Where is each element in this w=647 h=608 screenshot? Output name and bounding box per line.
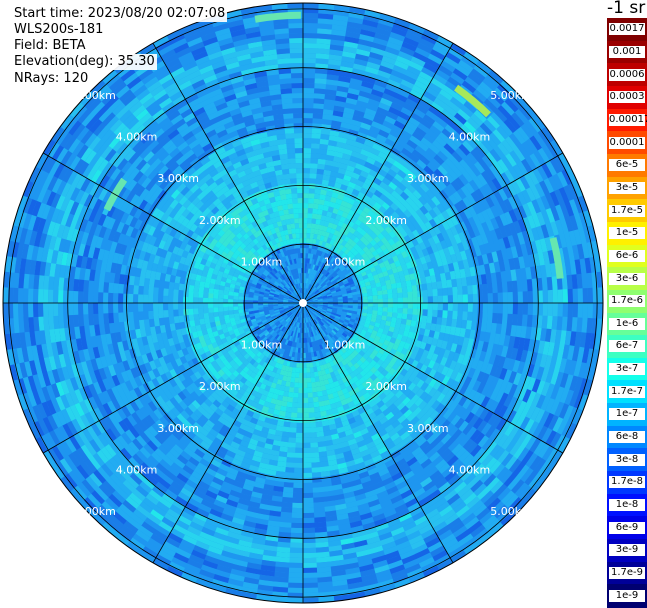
azimuth-spoke xyxy=(302,302,564,454)
range-ring-label: 1.00km xyxy=(241,339,283,352)
azimuth-spoke xyxy=(152,302,304,564)
range-ring-label: 3.00km xyxy=(157,172,199,185)
colorbar-tick-label: 1.7e-6 xyxy=(609,295,645,308)
range-ring-label: 5.00km xyxy=(490,89,532,102)
range-ring-label: 5.00km xyxy=(490,505,532,518)
range-ring-label: 4.00km xyxy=(116,463,158,476)
colorbar-tick-label: 3e-7 xyxy=(609,363,645,376)
elevation-label: Elevation(deg): 35.30 xyxy=(12,54,157,70)
colorbar-unit: -1 sr xyxy=(607,0,646,18)
colorbar-tick-label: 1.7e-9 xyxy=(609,567,645,580)
colorbar-tick-label: 0.00017 xyxy=(609,113,647,126)
range-ring-label: 2.00km xyxy=(365,380,407,393)
range-ring-label: 3.00km xyxy=(407,422,449,435)
colorbar-tick-label: 3e-9 xyxy=(609,544,645,557)
colorbar-tick-label: 1.7e-7 xyxy=(609,385,645,398)
colorbar-tick-label: 3e-8 xyxy=(609,453,645,466)
field-label: Field: BETA xyxy=(12,38,88,54)
nrays-label: NRays: 120 xyxy=(12,71,91,87)
colorbar-tick-label: 6e-9 xyxy=(609,521,645,534)
colorbar-tick-label: 0.0003 xyxy=(609,91,645,104)
colorbar-tick-label: 6e-5 xyxy=(609,159,645,172)
start-time-label: Start time: 2023/08/20 02:07:08 xyxy=(12,6,228,22)
colorbar-tick-label: 1e-5 xyxy=(609,227,645,240)
colorbar-tick-label: 0.001 xyxy=(609,45,645,58)
colorbar-tick-label: 6e-7 xyxy=(609,340,645,353)
azimuth-spoke xyxy=(42,302,304,454)
colorbar-tick-label: 0.0001 xyxy=(609,136,645,149)
colorbar-tick-label: 1e-8 xyxy=(609,499,645,512)
azimuth-spoke xyxy=(152,42,304,304)
colorbar-tick-label: 1e-6 xyxy=(609,317,645,330)
range-ring-label: 3.00km xyxy=(407,172,449,185)
ppi-speckle xyxy=(254,11,301,23)
ppi-speckle xyxy=(454,84,491,118)
range-ring-label: 4.00km xyxy=(449,463,491,476)
ppi-plot: 1.00km 1.00km 1.00km 1.00km 2.00km 2.00km 2.00… xyxy=(2,2,604,604)
colorbar-tick-label: 1e-9 xyxy=(609,589,645,602)
range-ring-label: 1.00km xyxy=(324,255,366,268)
azimuth-spoke xyxy=(302,302,454,564)
ppi-speckle xyxy=(549,237,564,279)
azimuth-spoke xyxy=(42,152,304,304)
colorbar-tick-label: 6e-8 xyxy=(609,431,645,444)
range-ring-label: 1.00km xyxy=(241,255,283,268)
azimuth-spoke xyxy=(302,152,564,304)
range-ring-label: 2.00km xyxy=(365,214,407,227)
range-ring-label: 2.00km xyxy=(199,380,241,393)
colorbar-tick-label: 1.7e-8 xyxy=(609,476,645,489)
colorbar-tick-label: 1e-7 xyxy=(609,408,645,421)
range-ring-label: 1.00km xyxy=(324,339,366,352)
colorbar-tick-label: 3e-6 xyxy=(609,272,645,285)
range-ring-label: 2.00km xyxy=(199,214,241,227)
colorbar-tick-label: 1.7e-5 xyxy=(609,204,645,217)
colorbar-tick-label: 0.0017 xyxy=(609,23,645,36)
range-ring-label: 5.00km xyxy=(74,89,116,102)
range-ring-label: 4.00km xyxy=(116,131,158,144)
azimuth-spoke xyxy=(302,42,454,304)
colorbar: 0.0017 0.001 0.0006 0.0003 0.00017 0.0001 6e-5… xyxy=(607,18,647,608)
range-ring-label: 5.00km xyxy=(74,505,116,518)
colorbar-tick-label: 3e-5 xyxy=(609,181,645,194)
colorbar-tick-label: 6e-6 xyxy=(609,249,645,262)
range-ring-label: 4.00km xyxy=(449,131,491,144)
range-ring-label: 3.00km xyxy=(157,422,199,435)
colorbar-tick-label: 0.0006 xyxy=(609,68,645,81)
center-marker xyxy=(299,299,307,307)
instrument-label: WLS200s-181 xyxy=(12,22,106,38)
